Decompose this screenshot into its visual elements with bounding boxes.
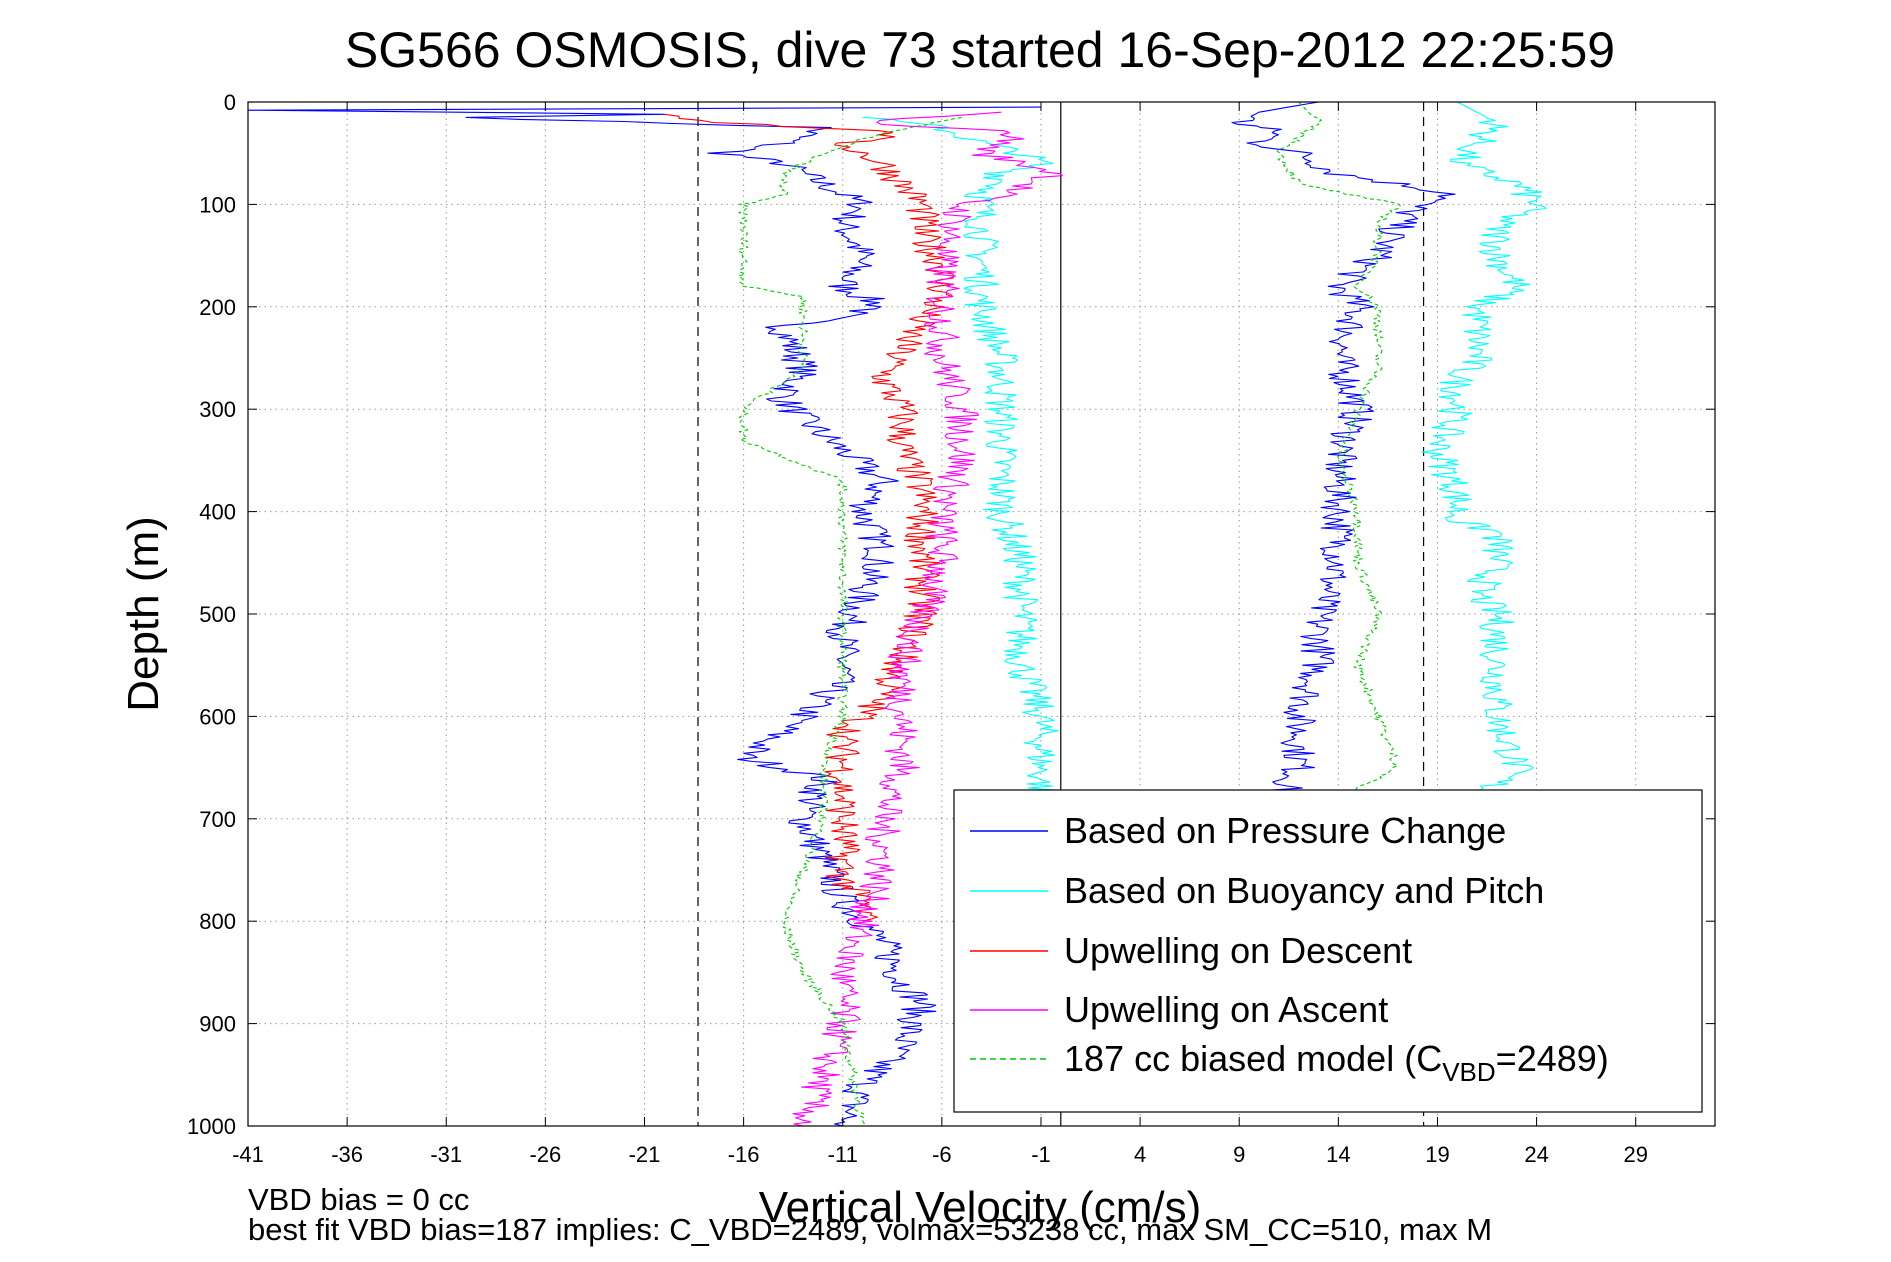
- x-axis-ticks: -41 -36 -31 -26 -21 -16 -11 -6 -1 4 9 14 19 24 29: [232, 102, 1648, 1167]
- legend-model-subscript: VBD: [1442, 1057, 1495, 1087]
- y-axis-label: Depth (m): [119, 516, 168, 712]
- x-tick-label: 29: [1623, 1142, 1647, 1167]
- series-line-2-segment-0: [664, 113, 955, 922]
- y-tick-label: 100: [199, 192, 236, 217]
- x-tick-label: 24: [1524, 1142, 1548, 1167]
- y-tick-label: 400: [199, 500, 236, 525]
- x-tick-label: 14: [1326, 1142, 1350, 1167]
- y-tick-label: 800: [199, 909, 236, 934]
- y-tick-label: 500: [199, 602, 236, 627]
- x-tick-label: -41: [232, 1142, 264, 1167]
- series-line-1-segment-1: [1421, 101, 1547, 799]
- series-line-1-segment-0: [862, 116, 1059, 799]
- y-tick-label: 200: [199, 295, 236, 320]
- legend-label-descent: Upwelling on Descent: [1064, 930, 1412, 971]
- x-tick-label: -6: [932, 1142, 952, 1167]
- series-line-3-segment-0: [792, 111, 1063, 1127]
- series-layer: [247, 101, 1547, 1127]
- series-line-0-segment-0: [247, 106, 1042, 1127]
- x-tick-label: -1: [1031, 1142, 1051, 1167]
- legend-model-prefix: 187 cc biased model (C: [1064, 1038, 1442, 1079]
- y-tick-label: 300: [199, 397, 236, 422]
- x-tick-label: -26: [529, 1142, 561, 1167]
- x-tick-label: -31: [430, 1142, 462, 1167]
- x-tick-label: -11: [828, 1142, 858, 1167]
- footer-fit-text: best fit VBD bias=187 implies: C_VBD=248…: [248, 1212, 1493, 1247]
- legend: Based on Pressure Change Based on Buoyan…: [953, 789, 1703, 1113]
- x-tick-label: 9: [1233, 1142, 1245, 1167]
- series-line-4-segment-1: [1276, 101, 1401, 799]
- series-line-0-segment-1: [1231, 101, 1456, 799]
- y-axis-ticks: 0 100 200 300 400 500 600 700 800 900 1000: [187, 90, 1715, 1139]
- x-tick-label: -36: [331, 1142, 363, 1167]
- x-tick-label: -16: [728, 1142, 760, 1167]
- legend-label-ascent: Upwelling on Ascent: [1064, 989, 1388, 1030]
- chart-title: SG566 OSMOSIS, dive 73 started 16-Sep-20…: [345, 22, 1615, 78]
- legend-label-model: 187 cc biased model (CVBD=2489): [1064, 1038, 1609, 1087]
- y-tick-label: 600: [199, 704, 236, 729]
- y-tick-label: 900: [199, 1012, 236, 1037]
- x-tick-label: 4: [1134, 1142, 1146, 1167]
- legend-label-pressure: Based on Pressure Change: [1064, 810, 1506, 851]
- legend-box: [953, 789, 1703, 1113]
- legend-label-buoyancy: Based on Buoyancy and Pitch: [1064, 870, 1544, 911]
- legend-model-suffix: =2489): [1496, 1038, 1609, 1079]
- x-tick-label: -21: [629, 1142, 661, 1167]
- y-tick-label: 0: [224, 90, 236, 115]
- x-axis-label: Vertical Velocity (cm/s): [759, 1183, 1202, 1232]
- y-tick-label: 700: [199, 807, 236, 832]
- x-tick-label: 19: [1425, 1142, 1449, 1167]
- y-tick-label: 1000: [187, 1114, 236, 1139]
- footer-bias-text: VBD bias = 0 cc: [248, 1182, 470, 1217]
